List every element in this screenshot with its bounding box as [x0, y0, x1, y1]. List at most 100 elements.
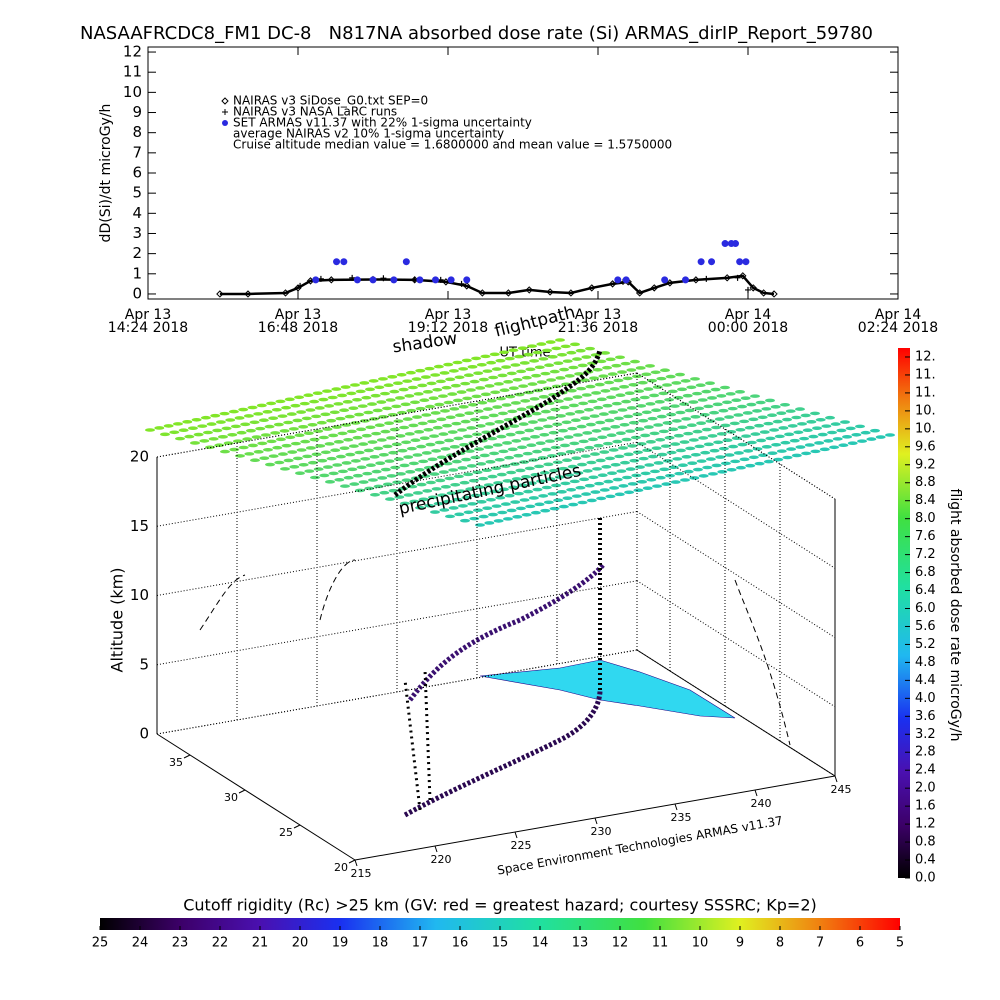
colorbar-tick-label: 10 [692, 936, 709, 951]
surface-cell [439, 371, 450, 375]
surface-cell [348, 444, 359, 448]
surface-cell [376, 400, 387, 404]
surface-cell [525, 405, 536, 410]
surface-cell [272, 445, 283, 450]
surface-cell [485, 422, 495, 426]
surface-cell [720, 461, 731, 466]
y-tick-label: 2 [132, 244, 142, 262]
surface-cell [184, 434, 195, 439]
surface-cell [498, 487, 509, 492]
surface-cell [552, 422, 563, 427]
surface-cell [375, 461, 386, 465]
colorbar-tick-label: 0.0 [915, 871, 936, 886]
surface-cell [546, 416, 557, 420]
surface-cell [288, 427, 299, 431]
surface-cell [707, 396, 718, 400]
surface-cell [478, 514, 489, 519]
surface-cell [567, 464, 578, 469]
surface-cell [633, 488, 644, 493]
surface-cell [612, 439, 623, 444]
surface-cell [327, 395, 338, 400]
surface-cell [452, 497, 463, 502]
surface-cell [660, 368, 670, 373]
x-tick [674, 803, 678, 811]
surface-cell [542, 348, 553, 353]
colorbar-tick-label: 6.0 [915, 601, 936, 616]
surface-cell [665, 374, 676, 379]
surface-cell [314, 406, 325, 410]
colorbar-tick-label: 8.4 [915, 493, 936, 508]
surface-cell [518, 422, 529, 426]
surface-cell [596, 359, 607, 364]
surface-cell [453, 474, 464, 479]
surface-cell [432, 387, 443, 392]
surface-cell [172, 422, 183, 426]
surface-cell [727, 406, 738, 411]
surface-cell [606, 433, 617, 438]
surface-cell [290, 403, 301, 408]
surface-cell [496, 434, 507, 439]
surface-cell [360, 457, 371, 461]
surface-cell [505, 432, 516, 437]
surface-cell [412, 453, 423, 457]
surface-cell [266, 401, 277, 406]
surface-cell [515, 430, 525, 435]
surface-cell [585, 384, 596, 389]
surface-cell [191, 417, 202, 422]
surface-cell [653, 423, 664, 427]
surface-cell [494, 420, 505, 424]
surface-cell [774, 434, 785, 439]
surface-cell [445, 415, 456, 420]
colorbar-tick-label: 8.0 [915, 511, 936, 526]
surface-cell [611, 363, 622, 368]
surface-cell [365, 387, 375, 392]
surface-cell [309, 437, 320, 442]
surface-cell [627, 444, 638, 448]
surface-cell [551, 483, 562, 488]
surface-cell [710, 387, 721, 392]
surface-cell [287, 450, 298, 454]
surface-cell [178, 428, 189, 433]
x-tick-label: Apr 13 16:48 2018 [257, 307, 339, 336]
y-tick [348, 859, 356, 864]
surface-cell [420, 375, 431, 379]
surface-cell [513, 491, 524, 496]
circle-marker [432, 276, 439, 284]
surface-cell [752, 409, 763, 413]
surface-cell [175, 436, 185, 441]
surface-cell [350, 383, 360, 387]
surface-cell [517, 483, 528, 488]
surface-cell [346, 429, 357, 434]
surface-cell [572, 433, 583, 437]
surface-cell [568, 365, 579, 370]
surface-cell [711, 463, 722, 468]
surface-cell [506, 470, 517, 475]
surface-cell [658, 391, 669, 396]
surface-cell [569, 479, 580, 484]
surface-cell [795, 407, 805, 411]
surface-cell [537, 418, 548, 422]
surface-cell [474, 485, 485, 489]
surface-cell [471, 356, 482, 361]
surface-cell [628, 420, 639, 425]
surface-cell [299, 401, 310, 406]
surface-cell [635, 465, 645, 469]
surface-cell [643, 425, 654, 429]
surface-cell [655, 475, 666, 480]
surface-cell [576, 386, 587, 391]
surface-cell [498, 449, 509, 454]
surface-cell [702, 465, 713, 470]
surface-cell [765, 398, 775, 403]
surface-cell [473, 371, 484, 375]
x-tick-label: 225 [511, 839, 532, 852]
surface-cell [589, 376, 600, 380]
surface-cell [442, 423, 453, 428]
surface-cell [525, 367, 536, 372]
surface-cell [457, 504, 468, 508]
surface-cell [448, 369, 459, 373]
wall-trace [199, 559, 791, 746]
surface-cell [778, 426, 789, 430]
surface-cell [403, 455, 414, 459]
surface-cell [690, 452, 701, 457]
surface-cell [581, 393, 592, 397]
